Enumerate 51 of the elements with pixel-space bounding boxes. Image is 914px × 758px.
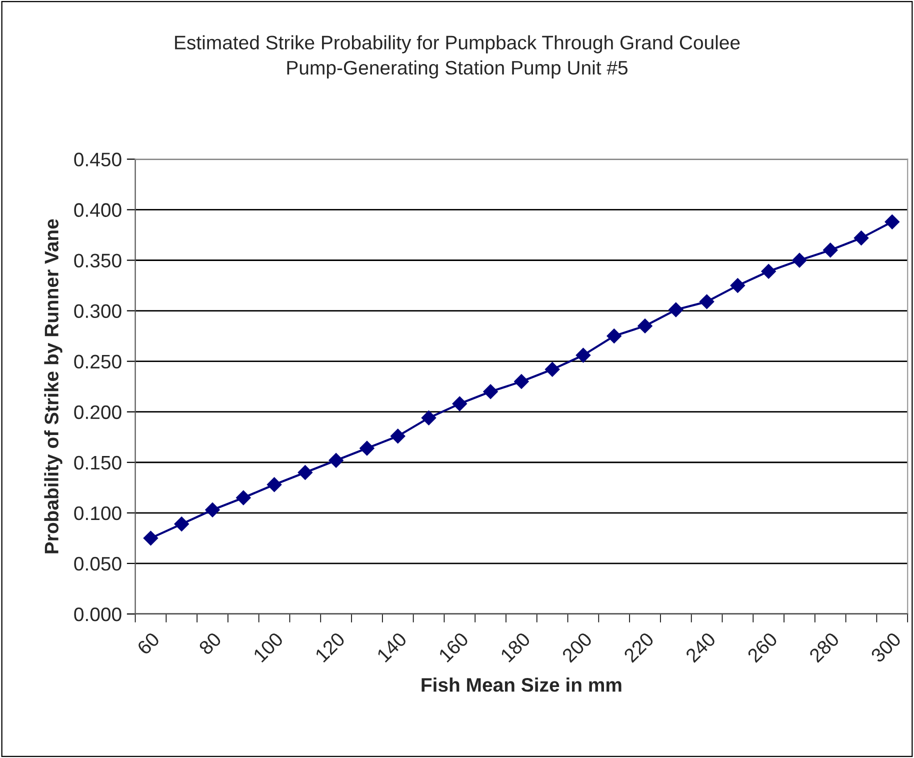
point: [514, 374, 529, 389]
x-tick-label: 120: [314, 632, 346, 663]
x-tick-label: 220: [623, 632, 655, 663]
x-tick-label: 140: [376, 632, 408, 663]
point: [205, 502, 220, 518]
x-tick-label: 60: [136, 632, 160, 656]
y-tick-label: 0.000: [74, 607, 122, 622]
y-tick-label: 0.250: [74, 354, 122, 369]
point: [884, 214, 900, 230]
y-tick-label: 0.150: [74, 456, 122, 470]
point: [360, 440, 374, 456]
point: [576, 348, 591, 363]
y-tick-label: 0.400: [74, 203, 122, 217]
point: [143, 530, 158, 546]
point: [452, 396, 468, 412]
point: [298, 465, 313, 480]
x-tick-label: 100: [252, 632, 284, 663]
y-tick-label: 0.100: [74, 506, 122, 520]
x-tick-label: 180: [500, 632, 531, 663]
point: [606, 328, 622, 344]
y-tick-label: 0.050: [74, 556, 122, 571]
point: [668, 302, 684, 318]
x-tick-label: 300: [870, 632, 902, 664]
point: [266, 477, 282, 492]
x-axis-title: Fish Mean Size in mm: [422, 678, 622, 692]
point: [544, 362, 560, 377]
x-tick-label: 280: [808, 632, 840, 663]
point: [699, 294, 714, 310]
point: [730, 278, 746, 293]
y-axis-title: Probability of Strike by Runner Vane: [44, 219, 62, 554]
y-tick-label: 0.450: [74, 152, 122, 166]
x-tick-label: 80: [198, 632, 222, 656]
point: [483, 384, 498, 400]
y-tick-label: 0.300: [74, 304, 122, 318]
point: [390, 428, 406, 444]
point: [328, 452, 344, 468]
point: [854, 230, 869, 246]
x-tick-label: 160: [438, 632, 470, 663]
y-tick-label: 0.350: [74, 254, 122, 268]
point: [236, 490, 251, 506]
point: [792, 252, 807, 268]
chart-title: Estimated Strike Probability for Pumpback Through Grand Coulee Pump-Generating Station Pump Unit #5: [175, 35, 740, 78]
point: [761, 264, 776, 279]
point: [638, 318, 652, 334]
x-tick-label: 200: [561, 632, 593, 663]
point: [822, 242, 838, 258]
point: [174, 516, 190, 532]
point: [421, 410, 436, 426]
y-tick-label: 0.200: [74, 405, 122, 420]
x-tick-label: 240: [684, 632, 716, 663]
x-tick-label: 260: [746, 632, 778, 663]
